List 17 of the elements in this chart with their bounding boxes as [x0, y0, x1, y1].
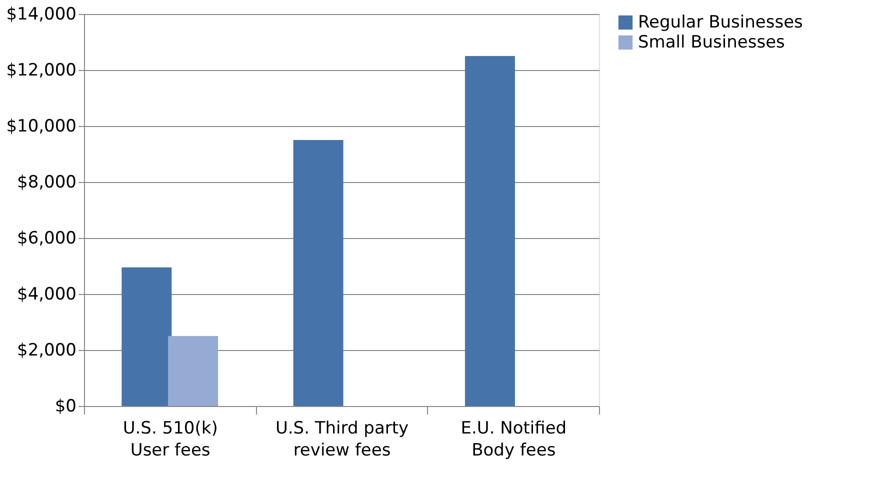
bar [293, 140, 344, 406]
y-tick-label: $6,000 [17, 228, 76, 248]
legend-label: Regular Businesses [638, 12, 804, 32]
x-tick-label: E.U. Notified Body fees [460, 418, 567, 460]
y-tick-label: $0 [54, 396, 76, 416]
x-tick-label: U.S. Third party review fees [275, 418, 409, 460]
x-tick-label: U.S. 510(k) User fees [122, 418, 218, 460]
bar [464, 56, 515, 406]
y-tick-label: $12,000 [6, 60, 76, 80]
legend-label: Small Businesses [638, 32, 786, 52]
bar [122, 267, 172, 406]
y-tick-label: $14,000 [6, 4, 76, 24]
y-tick-label: $10,000 [6, 116, 76, 136]
y-tick-label: $4,000 [17, 284, 76, 304]
y-tick-label: $8,000 [17, 172, 76, 192]
bar [168, 336, 218, 406]
y-tick-label: $2,000 [17, 340, 76, 360]
